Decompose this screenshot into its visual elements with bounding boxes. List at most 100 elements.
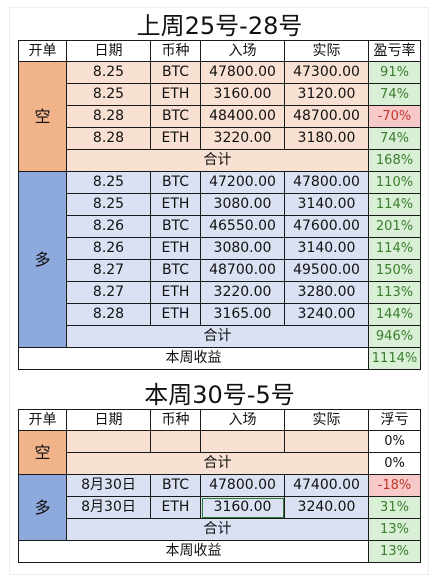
subtotal-value[interactable]: 0% [368, 452, 421, 475]
date-cell[interactable]: 8.26 [66, 237, 151, 260]
entry-price-cell[interactable]: 48400.00 [200, 105, 285, 128]
subtotal-label[interactable]: 合计 [66, 518, 369, 541]
pnl-cell[interactable]: 0% [368, 430, 421, 453]
date-cell[interactable]: 8.28 [66, 303, 151, 326]
actual-price-cell[interactable]: 3120.00 [284, 83, 369, 106]
subtotal-value[interactable]: 13% [368, 518, 421, 541]
actual-price-cell[interactable]: 47300.00 [284, 61, 369, 84]
entry-price-cell[interactable]: 47800.00 [200, 61, 285, 84]
date-cell[interactable]: 8.27 [66, 259, 151, 282]
pnl-cell[interactable]: 150% [368, 259, 421, 282]
date-cell[interactable]: 8月30日 [66, 496, 151, 519]
coin-cell[interactable]: ETH [150, 193, 201, 216]
coin-cell[interactable]: BTC [150, 61, 201, 84]
header-cell[interactable]: 币种 [150, 40, 201, 62]
entry-price-cell[interactable] [200, 430, 285, 453]
actual-price-cell[interactable]: 47600.00 [284, 215, 369, 238]
header-cell[interactable]: 实际 [284, 409, 369, 431]
pnl-cell[interactable]: 144% [368, 303, 421, 326]
actual-price-cell[interactable]: 3280.00 [284, 281, 369, 304]
date-cell[interactable]: 8.26 [66, 215, 151, 238]
actual-price-cell[interactable]: 47800.00 [284, 171, 369, 194]
pnl-cell[interactable]: 74% [368, 127, 421, 150]
actual-price-cell[interactable]: 3240.00 [284, 496, 369, 519]
pnl-cell[interactable]: 113% [368, 281, 421, 304]
coin-cell[interactable]: ETH [150, 127, 201, 150]
coin-cell[interactable]: ETH [150, 281, 201, 304]
week-total-value[interactable]: 1114% [368, 347, 421, 370]
date-cell[interactable]: 8.25 [66, 61, 151, 84]
coin-cell[interactable]: BTC [150, 215, 201, 238]
entry-price-cell[interactable]: 47200.00 [200, 171, 285, 194]
long-position-label[interactable]: 多 [18, 171, 67, 348]
table-row: 空 0% [18, 430, 421, 475]
coin-cell[interactable]: ETH [150, 237, 201, 260]
coin-cell[interactable]: BTC [150, 474, 201, 497]
subtotal-label[interactable]: 合计 [66, 149, 369, 172]
entry-price-cell[interactable]: 3160.00 [200, 83, 285, 106]
subtotal-value[interactable]: 946% [368, 325, 421, 348]
actual-price-cell[interactable]: 3240.00 [284, 303, 369, 326]
header-cell[interactable]: 币种 [150, 409, 201, 431]
header-cell[interactable]: 盈亏率 [368, 40, 421, 62]
short-position-label[interactable]: 空 [18, 61, 67, 172]
entry-price-cell[interactable]: 3220.00 [200, 127, 285, 150]
date-cell[interactable]: 8月30日 [66, 474, 151, 497]
date-cell[interactable] [66, 430, 151, 453]
week-total-label[interactable]: 本周收益 [18, 347, 369, 370]
coin-cell[interactable] [150, 430, 201, 453]
actual-price-cell[interactable]: 47400.00 [284, 474, 369, 497]
pnl-cell[interactable]: 91% [368, 61, 421, 84]
entry-price-cell[interactable]: 3160.00 [200, 496, 285, 519]
entry-price-cell[interactable]: 3080.00 [200, 193, 285, 216]
coin-cell[interactable]: BTC [150, 259, 201, 282]
actual-price-cell[interactable]: 3140.00 [284, 193, 369, 216]
entry-price-cell[interactable]: 3220.00 [200, 281, 285, 304]
coin-cell[interactable]: BTC [150, 171, 201, 194]
entry-price-cell[interactable]: 48700.00 [200, 259, 285, 282]
header-cell[interactable]: 实际 [284, 40, 369, 62]
header-cell[interactable]: 入场 [200, 40, 285, 62]
coin-cell[interactable]: ETH [150, 83, 201, 106]
date-cell[interactable]: 8.25 [66, 83, 151, 106]
pnl-cell[interactable]: 31% [368, 496, 421, 519]
header-cell[interactable]: 开单 [18, 409, 67, 431]
pnl-cell[interactable]: 110% [368, 171, 421, 194]
date-cell[interactable]: 8.28 [66, 105, 151, 128]
pnl-cell[interactable]: -18% [368, 474, 421, 497]
pnl-cell[interactable]: 114% [368, 193, 421, 216]
date-cell[interactable]: 8.25 [66, 193, 151, 216]
header-cell[interactable]: 开单 [18, 40, 67, 62]
date-cell[interactable]: 8.25 [66, 171, 151, 194]
coin-cell[interactable]: ETH [150, 303, 201, 326]
entry-price-cell[interactable]: 47800.00 [200, 474, 285, 497]
actual-price-cell[interactable]: 3140.00 [284, 237, 369, 260]
coin-cell[interactable]: ETH [150, 496, 201, 519]
entry-price-cell[interactable]: 3080.00 [200, 237, 285, 260]
subtotal-label[interactable]: 合计 [66, 325, 369, 348]
actual-price-cell[interactable]: 3180.00 [284, 127, 369, 150]
header-cell[interactable]: 入场 [200, 409, 285, 431]
actual-price-cell[interactable] [284, 430, 369, 453]
date-cell[interactable]: 8.28 [66, 127, 151, 150]
pnl-cell[interactable]: 201% [368, 215, 421, 238]
week-total-label[interactable]: 本周收益 [18, 540, 369, 563]
week-total-value[interactable]: 13% [368, 540, 421, 563]
subtotal-label[interactable]: 合计 [66, 452, 369, 475]
pnl-cell[interactable]: 114% [368, 237, 421, 260]
pnl-cell[interactable]: 74% [368, 83, 421, 106]
pnl-cell[interactable]: -70% [368, 105, 421, 128]
subtotal-value[interactable]: 168% [368, 149, 421, 172]
header-cell[interactable]: 浮亏 [368, 409, 421, 431]
long-position-label[interactable]: 多 [18, 474, 67, 541]
actual-price-cell[interactable]: 49500.00 [284, 259, 369, 282]
entry-price-cell[interactable]: 3165.00 [200, 303, 285, 326]
header-cell[interactable]: 日期 [66, 40, 151, 62]
coin-cell[interactable]: BTC [150, 105, 201, 128]
table-row: 多 8月30日 BTC 47800.00 47400.00 -18% [18, 474, 421, 541]
date-cell[interactable]: 8.27 [66, 281, 151, 304]
header-cell[interactable]: 日期 [66, 409, 151, 431]
short-position-label[interactable]: 空 [18, 430, 67, 475]
actual-price-cell[interactable]: 48700.00 [284, 105, 369, 128]
entry-price-cell[interactable]: 46550.00 [200, 215, 285, 238]
